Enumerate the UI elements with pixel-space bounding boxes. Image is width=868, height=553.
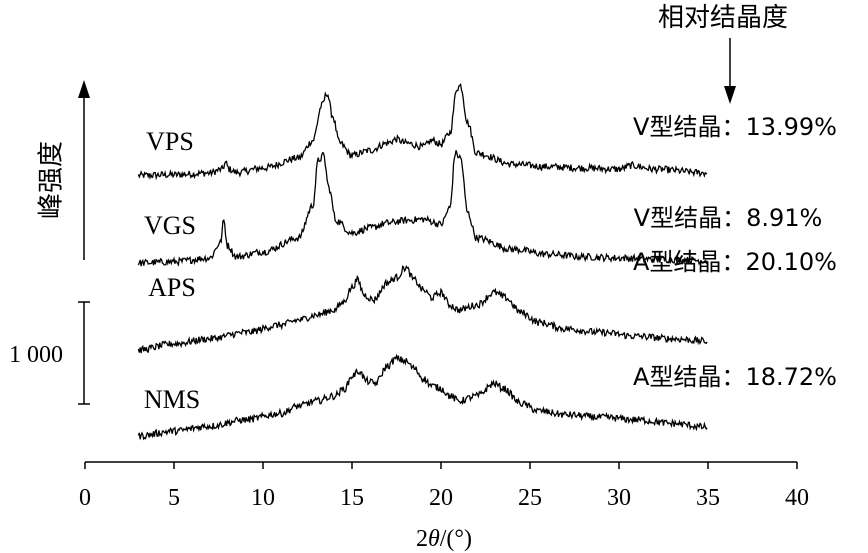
header-arrow-head-icon xyxy=(724,86,736,104)
x-axis-label-symbol: θ xyxy=(428,526,440,552)
series-line-vgs xyxy=(137,150,708,267)
plot-group xyxy=(137,82,708,441)
x-tick-label: 25 xyxy=(518,485,542,511)
x-axis-label-prefix: 2 xyxy=(416,526,428,552)
series-label-vgs: VGS xyxy=(144,211,196,240)
series-label-aps: APS xyxy=(148,273,196,302)
series-line-aps xyxy=(137,264,708,354)
x-tick-label: 0 xyxy=(79,485,91,511)
x-tick-label: 10 xyxy=(251,485,275,511)
series-line-vps xyxy=(137,82,708,181)
x-tick-label: 40 xyxy=(785,485,809,511)
x-tick-label: 15 xyxy=(340,485,364,511)
series-line-nms xyxy=(137,353,708,441)
x-axis-label: 2θ/(°) xyxy=(416,526,472,552)
series-label-vps: VPS xyxy=(146,127,194,156)
y-axis-label: 峰强度 xyxy=(37,141,67,219)
x-axis-label-unit: /(°) xyxy=(440,526,472,552)
x-tick-label: 35 xyxy=(696,485,720,511)
crystallinity-label-aps: A型结晶：20.10% xyxy=(633,248,837,276)
x-tick-label: 30 xyxy=(607,485,631,511)
x-tick-label: 5 xyxy=(168,485,180,511)
x-ticks: 0 5 10 15 20 25 30 35 40 xyxy=(79,462,809,511)
x-tick-label: 20 xyxy=(429,485,453,511)
crystallinity-label-nms: A型结晶：18.72% xyxy=(633,363,837,391)
intensity-arrow-head-icon xyxy=(78,80,90,98)
scale-bar-label: 1 000 xyxy=(9,342,63,368)
crystallinity-label-vgs: V型结晶：8.91% xyxy=(634,204,823,232)
crystallinity-labels: V型结晶：13.99% V型结晶：8.91% A型结晶：20.10% A型结晶：18.… xyxy=(633,113,837,391)
crystallinity-label-vps: V型结晶：13.99% xyxy=(633,113,837,141)
series-label-nms: NMS xyxy=(144,385,200,414)
crystallinity-header: 相对结晶度 xyxy=(658,3,788,33)
series-labels: VPS VGS APS NMS xyxy=(144,127,200,414)
